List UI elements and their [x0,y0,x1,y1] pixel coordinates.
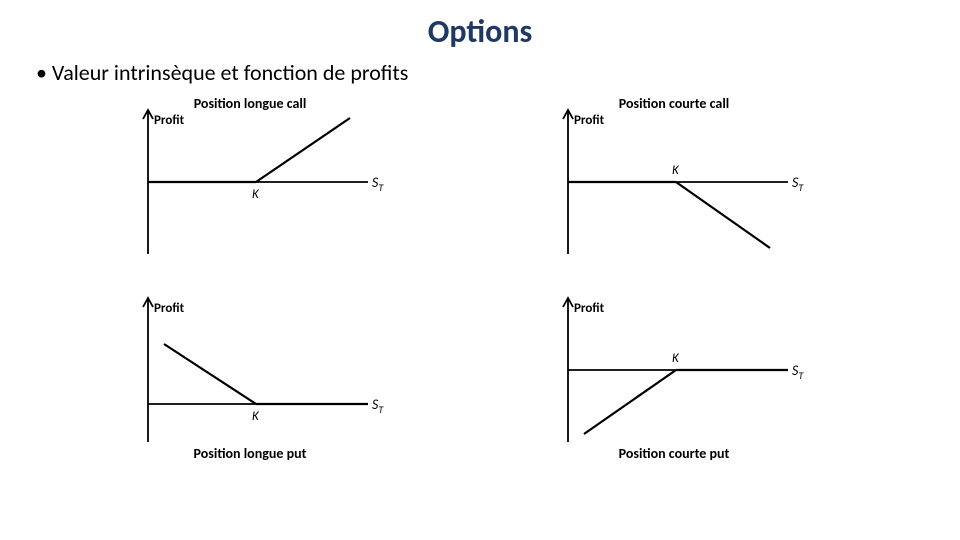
st-label: ST [372,396,384,416]
panel-caption: Position courte call [619,96,729,112]
profit-label: Profit [574,301,605,316]
profit-label: Profit [574,113,605,128]
k-label: K [672,163,680,178]
panel-caption: Position longue put [194,445,307,462]
slide-page: Options • Valeur intrinsèque et fonction… [0,0,960,540]
st-label: ST [792,174,804,194]
st-label: ST [792,362,804,382]
profit-label: Profit [154,301,185,316]
cell-long-put: Profit K ST Position longue put [120,284,420,464]
bullet-line: • Valeur intrinsèque et fonction de prof… [36,59,924,86]
k-label: K [252,187,260,202]
cell-short-put: Profit K ST Position courte put [540,284,840,464]
panel-caption: Position longue call [194,96,307,112]
panel-caption: Position courte put [619,445,730,462]
cell-long-call: Profit K ST Position longue call [120,96,420,276]
profit-label: Profit [154,113,185,128]
k-label: K [252,409,260,424]
st-label: ST [372,174,384,194]
payoff-grid: ProfitKSTPosition longue call ProfitKSTP… [120,96,840,464]
cell-short-call: Profit K ST Position courte call [540,96,840,276]
slide-title: Options [36,12,924,51]
k-label: K [672,351,680,366]
